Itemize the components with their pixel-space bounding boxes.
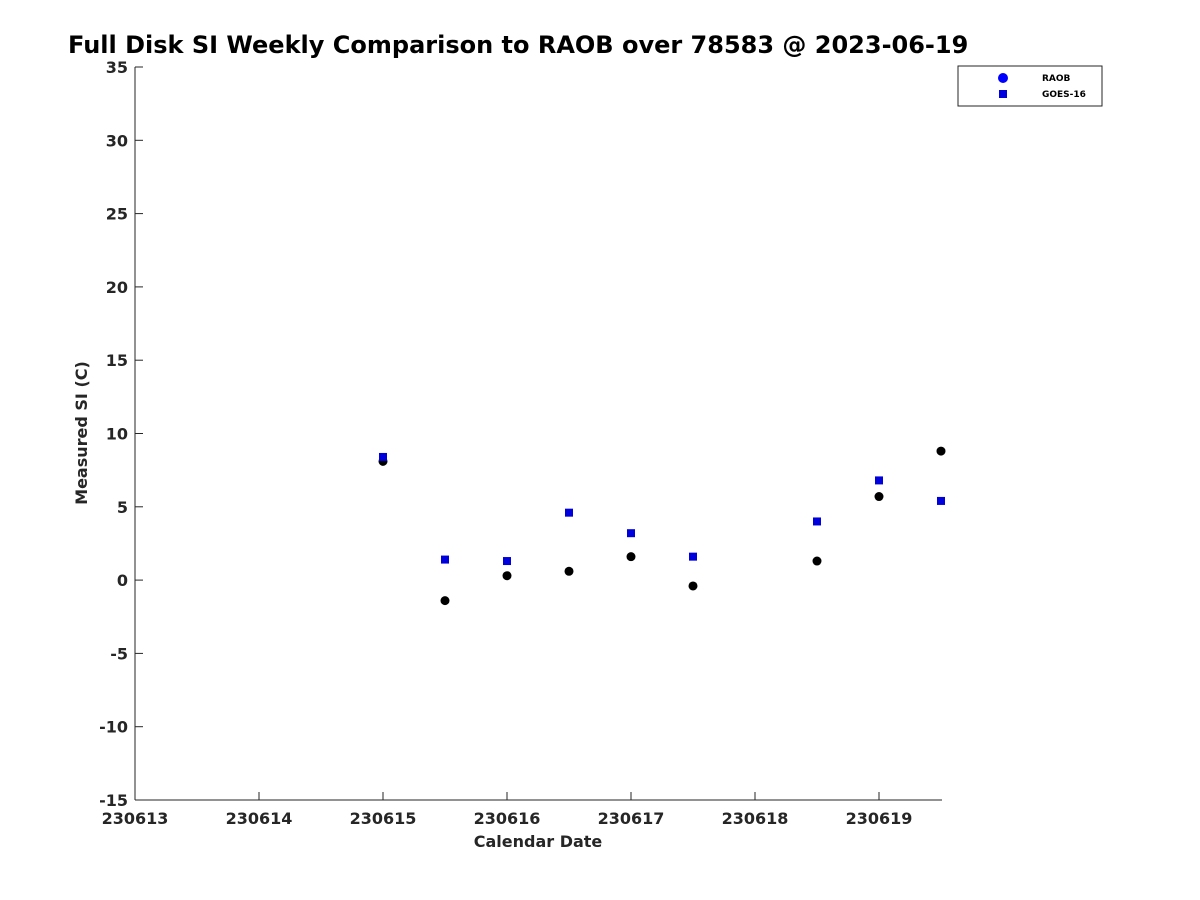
x-tick-label: 230613	[102, 809, 169, 828]
y-tick-label: 30	[106, 131, 128, 150]
goes-16-point	[441, 555, 449, 564]
y-tick-label: 10	[106, 425, 128, 444]
legend-goes-label: GOES-16	[1042, 90, 1086, 100]
goes-16-point	[565, 508, 573, 517]
axes	[134, 67, 942, 801]
raob-point	[874, 492, 884, 502]
raob-point	[812, 556, 822, 566]
goes-16-point	[503, 557, 511, 566]
goes-16-point	[627, 529, 635, 538]
x-ticks: 230613 230614 230615 230616 230617 230618 2306…	[102, 792, 913, 828]
raob-point	[440, 596, 450, 606]
goes-16-point	[379, 452, 387, 461]
y-tick-label: 25	[106, 205, 128, 224]
y-tick-label: 0	[117, 571, 128, 590]
y-tick-label: -15	[99, 791, 128, 810]
x-tick-label: 230615	[350, 809, 417, 828]
legend-raob-label: RAOB	[1042, 74, 1071, 84]
x-axis-label: Calendar Date	[474, 832, 603, 851]
legend-box	[957, 65, 1103, 107]
legend: RAOB GOES-16	[957, 65, 1103, 107]
goes-16-point	[937, 496, 945, 505]
x-tick-label: 230619	[846, 809, 913, 828]
y-axis-label: Measured SI (C)	[72, 361, 91, 505]
x-tick-label: 230617	[598, 809, 665, 828]
chart-title: Full Disk SI Weekly Comparison to RAOB o…	[68, 31, 968, 59]
y-tick-label: -10	[99, 718, 128, 737]
x-tick-label: 230616	[474, 809, 541, 828]
raob-point	[564, 566, 574, 576]
data-points	[378, 446, 946, 606]
legend-goes-marker	[999, 90, 1007, 98]
y-tick-label: 15	[106, 351, 128, 370]
y-ticks: -15 -10 -5 0 5 10 15 20 25 30 35	[99, 58, 143, 810]
x-tick-label: 230618	[722, 809, 789, 828]
raob-point	[936, 446, 946, 456]
legend-raob-marker	[998, 73, 1008, 83]
raob-point	[502, 571, 512, 581]
y-tick-label: 35	[106, 58, 128, 77]
goes-16-point	[813, 517, 821, 526]
goes-16-point	[689, 552, 697, 561]
y-tick-label: -5	[110, 644, 128, 663]
y-tick-label: 5	[117, 498, 128, 517]
raob-point	[688, 581, 698, 591]
goes-16-point	[875, 476, 883, 485]
x-tick-label: 230614	[226, 809, 293, 828]
y-tick-label: 20	[106, 278, 128, 297]
raob-point	[626, 552, 636, 562]
